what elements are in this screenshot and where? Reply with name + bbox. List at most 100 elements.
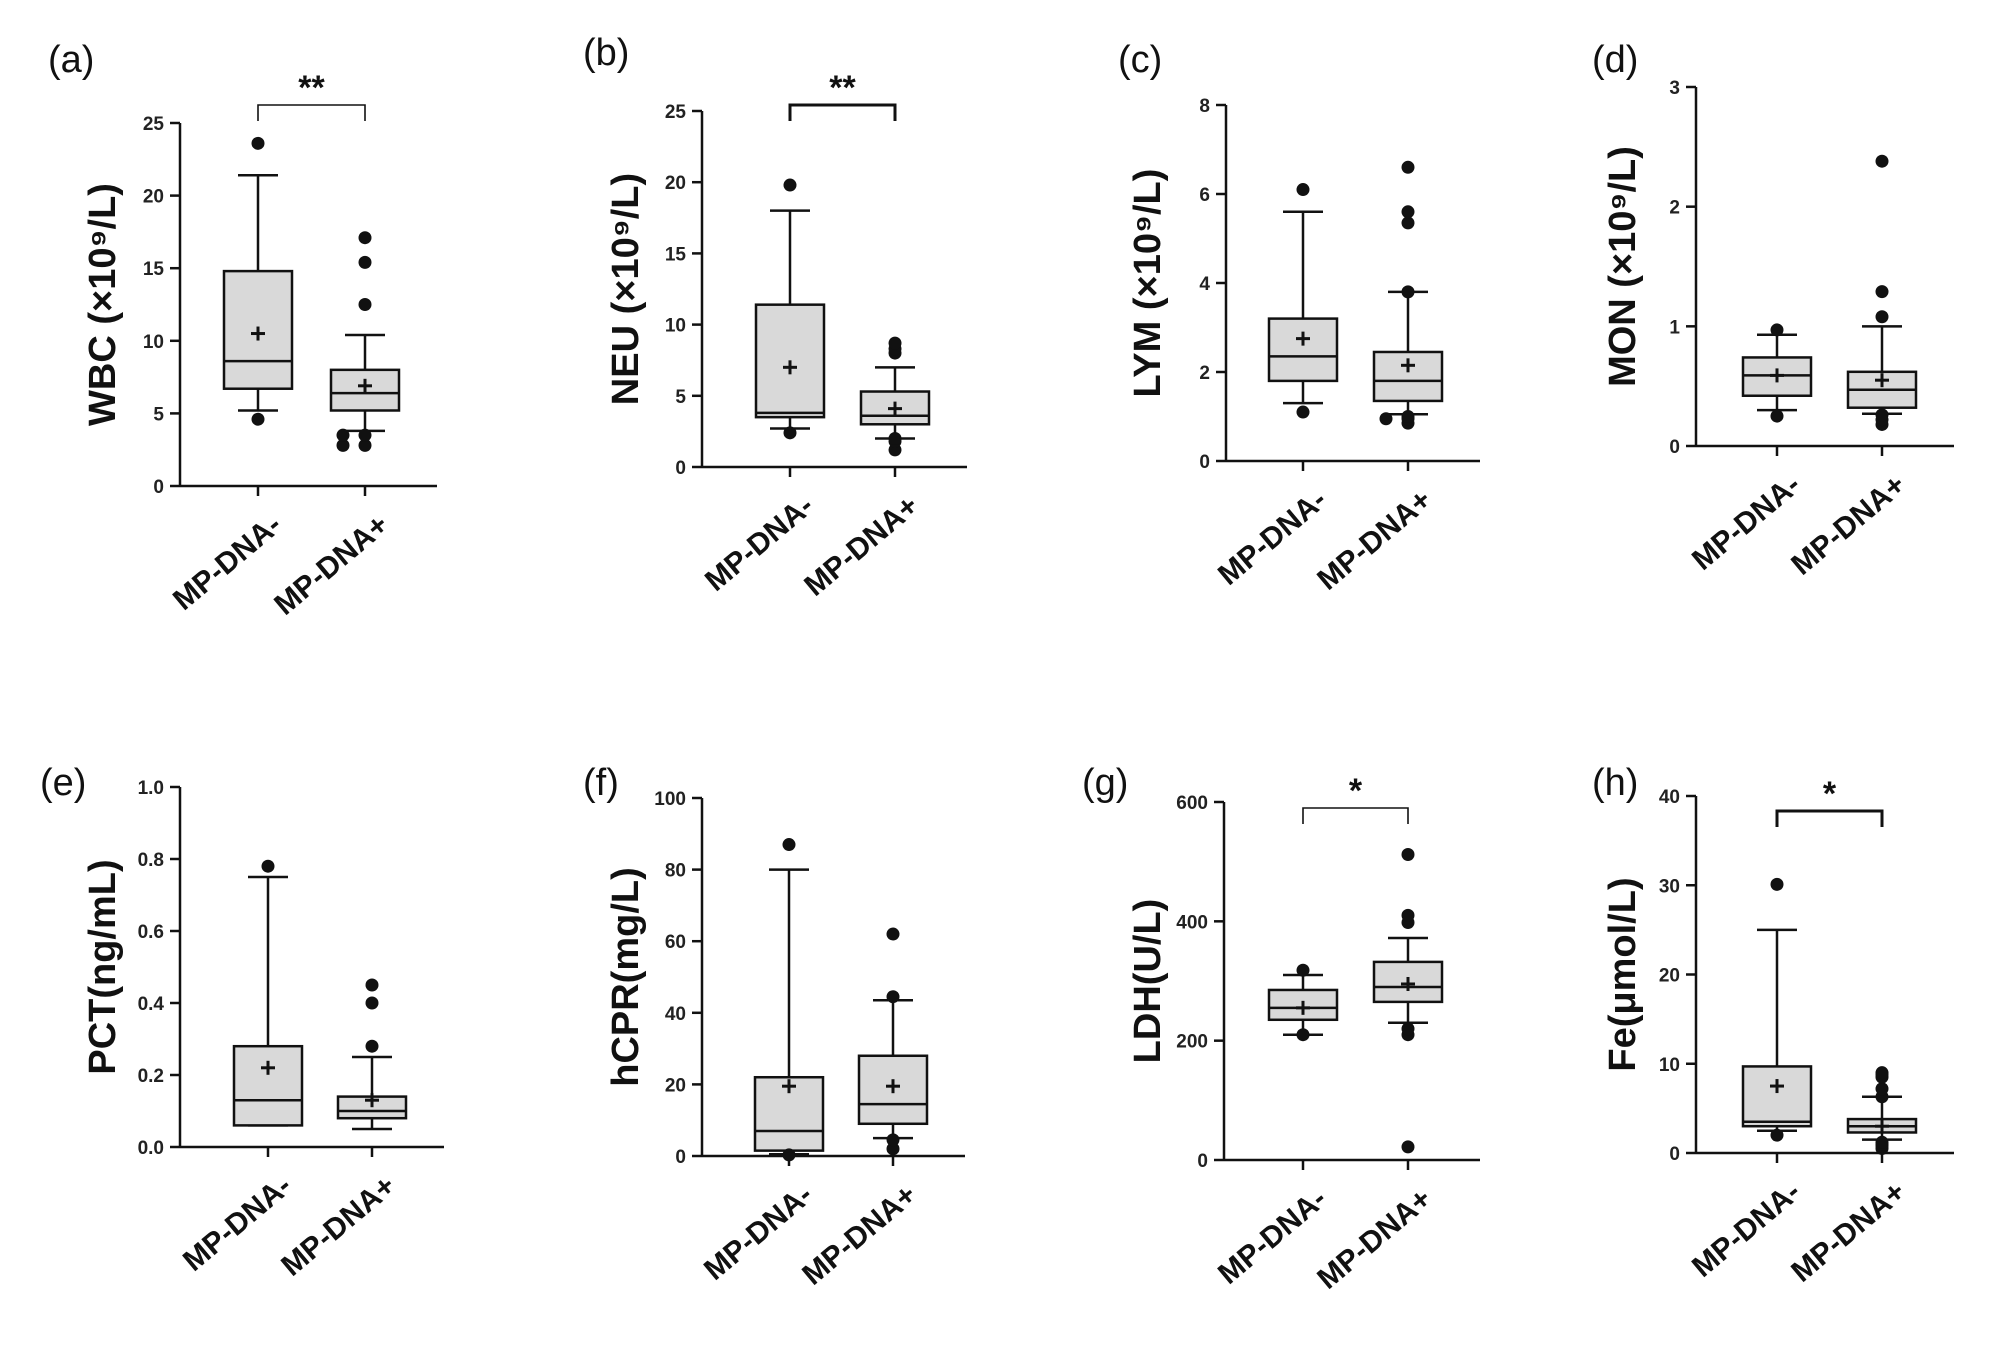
y-axis-label: NEU (×10⁹/L) <box>605 173 647 405</box>
y-tick-label: 20 <box>1659 966 1680 987</box>
y-tick-label: 0.4 <box>138 994 165 1015</box>
outlier-point <box>1296 963 1310 977</box>
outlier-point <box>1875 310 1889 324</box>
category-label: MP-DNA+ <box>1785 1175 1912 1289</box>
outlier-point <box>358 298 372 311</box>
y-tick-label: 1.0 <box>138 778 164 799</box>
outlier-point <box>365 1039 379 1053</box>
panel-label: (d) <box>1592 39 1638 81</box>
box <box>232 1044 304 1127</box>
y-tick-label: 4 <box>1199 274 1210 295</box>
y-tick-label: 0.6 <box>138 922 164 943</box>
y-tick-label: 3 <box>1669 78 1680 99</box>
category-label: MP-DNA+ <box>1785 468 1912 582</box>
box <box>859 390 931 426</box>
category-label: MP-DNA+ <box>1311 1182 1438 1296</box>
y-tick-label: 0 <box>1669 1144 1680 1165</box>
y-axis-label: LDH(U/L) <box>1127 899 1169 1064</box>
y-tick-label: 20 <box>665 1075 686 1096</box>
y-tick-label: 40 <box>665 1004 686 1025</box>
y-tick-label: 80 <box>665 861 686 882</box>
significance-bracket <box>1775 809 1884 827</box>
outlier-point <box>1401 1022 1415 1036</box>
y-axis-label: Fe(μmol/L) <box>1602 877 1644 1071</box>
outlier-point <box>1401 410 1415 423</box>
outlier-point <box>1875 1082 1889 1096</box>
panel-label: (f) <box>583 762 619 804</box>
outlier-point <box>358 231 372 245</box>
outlier-point <box>1296 1028 1310 1042</box>
significance-label: ** <box>829 69 856 107</box>
y-tick-label: 20 <box>665 173 686 194</box>
outlier-point <box>782 838 796 852</box>
box <box>1741 1065 1813 1128</box>
outlier-point <box>886 990 900 1004</box>
significance-label: * <box>1823 775 1837 813</box>
y-tick-label: 600 <box>1176 793 1208 814</box>
category-label: MP-DNA+ <box>798 489 925 603</box>
outlier-point <box>1379 412 1393 426</box>
y-axis-label: PCT(ng/mL) <box>82 859 124 1074</box>
panel-label: (g) <box>1082 762 1128 804</box>
outlier-point <box>336 438 350 452</box>
y-axis-label: hCPR(mg/L) <box>605 867 647 1087</box>
box <box>1267 317 1339 383</box>
outlier-point <box>782 1148 796 1162</box>
y-tick-label: 10 <box>143 332 164 353</box>
outlier-point <box>358 438 372 452</box>
y-tick-label: 0 <box>153 477 164 498</box>
outlier-point <box>1401 205 1415 219</box>
panel-label: (h) <box>1592 762 1638 804</box>
outlier-point <box>1401 160 1415 174</box>
outlier-point <box>336 428 350 442</box>
outlier-point <box>886 1142 900 1156</box>
panel-label: (b) <box>583 32 629 74</box>
outlier-point <box>1875 154 1889 168</box>
outlier-point <box>888 432 902 446</box>
y-tick-label: 5 <box>153 404 164 425</box>
y-tick-label: 6 <box>1199 185 1210 206</box>
outlier-point <box>358 255 372 269</box>
outlier-point <box>783 178 797 192</box>
y-tick-label: 10 <box>1659 1055 1680 1076</box>
y-tick-label: 10 <box>665 316 686 337</box>
outlier-point <box>1770 877 1784 891</box>
significance-label: ** <box>298 69 325 107</box>
outlier-point <box>358 428 372 442</box>
y-tick-label: 0 <box>1199 452 1210 473</box>
outlier-point <box>365 996 379 1010</box>
y-axis-label: MON (×10⁹/L) <box>1602 146 1644 387</box>
outlier-point <box>251 412 265 426</box>
significance-label: * <box>1349 772 1363 810</box>
outlier-point <box>1875 408 1889 422</box>
y-axis-label: WBC (×10⁹/L) <box>82 183 124 426</box>
panel-label: (e) <box>40 762 86 804</box>
outlier-point <box>1875 1066 1889 1080</box>
outlier-point <box>1770 409 1784 423</box>
category-label: MP-DNA+ <box>268 508 395 622</box>
y-axis-label: LYM (×10⁹/L) <box>1127 169 1169 398</box>
y-tick-label: 15 <box>143 259 165 280</box>
significance-bracket <box>257 104 366 121</box>
y-tick-label: 5 <box>675 387 686 408</box>
significance-bracket <box>788 103 897 121</box>
outlier-point <box>886 1133 900 1147</box>
y-tick-label: 0 <box>1669 437 1680 458</box>
panel-label: (a) <box>48 39 94 81</box>
y-tick-label: 0.0 <box>138 1138 164 1159</box>
y-tick-label: 40 <box>1659 787 1680 808</box>
outlier-point <box>251 136 265 150</box>
outlier-point <box>1401 1140 1415 1154</box>
y-tick-label: 0 <box>1197 1151 1208 1172</box>
category-label: MP-DNA- <box>167 508 288 617</box>
category-label: MP-DNA+ <box>1311 483 1438 597</box>
y-tick-label: 60 <box>665 932 686 953</box>
outlier-point <box>1770 323 1784 337</box>
y-tick-label: 0 <box>675 458 686 479</box>
outlier-point <box>1296 183 1310 197</box>
outlier-point <box>261 859 275 873</box>
y-tick-label: 8 <box>1199 96 1210 117</box>
outlier-point <box>1401 848 1415 862</box>
y-tick-label: 0 <box>675 1147 686 1168</box>
